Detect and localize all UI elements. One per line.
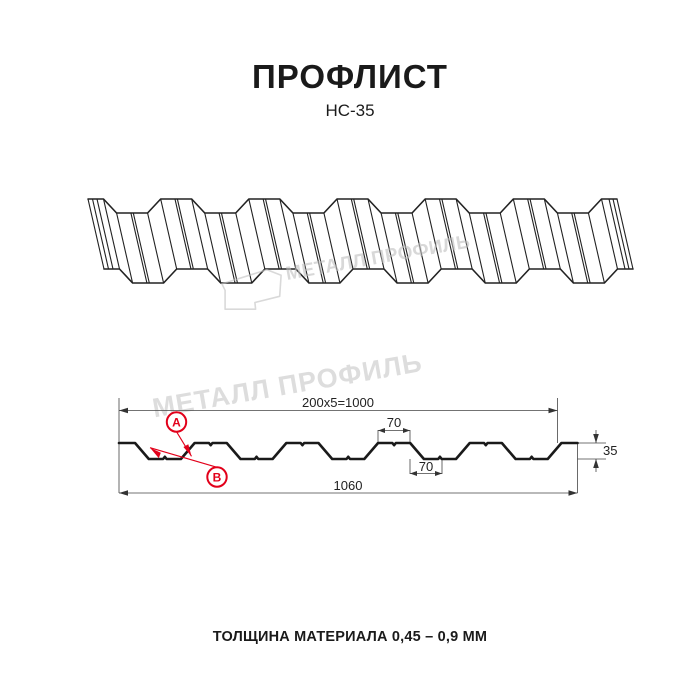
svg-text:A: A: [172, 415, 181, 429]
svg-text:B: B: [213, 470, 222, 484]
svg-text:200x5=1000: 200x5=1000: [302, 395, 374, 410]
svg-text:ТОЛЩИНА МАТЕРИАЛА 0,45 – 0,9 М: ТОЛЩИНА МАТЕРИАЛА 0,45 – 0,9 ММ: [213, 629, 487, 645]
svg-text:70: 70: [419, 459, 433, 474]
svg-text:70: 70: [387, 415, 401, 430]
svg-text:НС-35: НС-35: [325, 101, 374, 120]
svg-text:35: 35: [603, 443, 617, 458]
svg-text:ПРОФЛИСТ: ПРОФЛИСТ: [252, 58, 448, 95]
svg-text:1060: 1060: [334, 478, 363, 493]
